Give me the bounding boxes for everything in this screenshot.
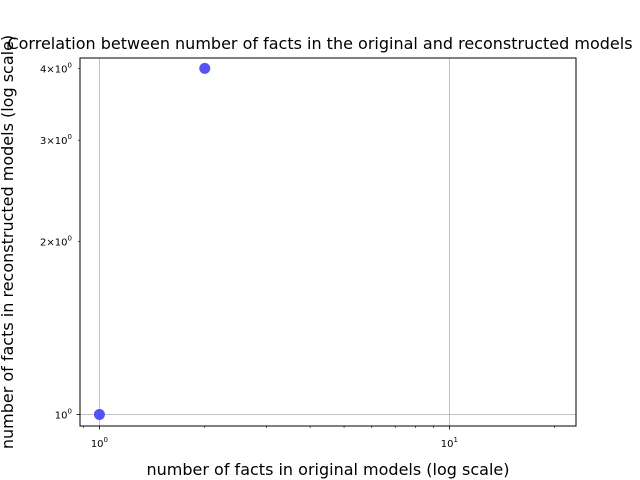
axis-ticks (76, 68, 556, 430)
y-tick-label: 3×100 (40, 133, 72, 147)
data-point (93, 409, 105, 421)
y-tick-label: 100 (55, 408, 72, 422)
x-tick-label: 101 (441, 436, 458, 450)
x-axis-label: number of facts in original models (log … (147, 460, 510, 479)
plot-frame (79, 57, 577, 427)
data-points (93, 62, 211, 421)
tick-labels: 100 101 100 2×100 3×100 4×100 (40, 61, 458, 450)
x-tick-label: 100 (91, 436, 108, 450)
grid-lines (80, 58, 576, 426)
chart-title: Correlation between number of facts in t… (7, 34, 632, 53)
data-point (199, 62, 211, 74)
y-tick-label: 2×100 (40, 234, 72, 248)
y-axis-label: number of facts in reconstructed models … (0, 35, 17, 449)
y-tick-label: 4×100 (40, 61, 72, 75)
